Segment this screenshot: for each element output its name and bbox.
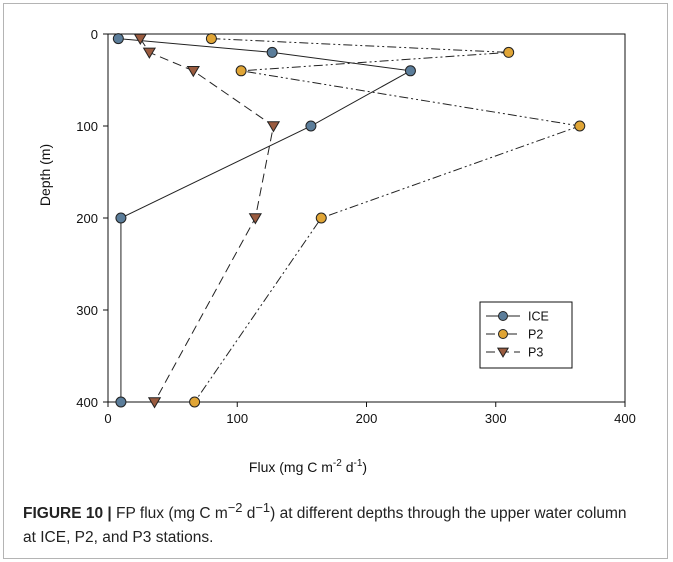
y-axis-label: Depth (m) <box>37 144 53 206</box>
x-axis-label-sup: -2 <box>333 458 342 469</box>
caption-text-a: FP flux (mg C m <box>111 505 228 523</box>
x-axis-label-part: ) <box>362 459 367 475</box>
data-point <box>186 65 200 78</box>
figure-caption: FIGURE 10 | FP flux (mg C m−2 d−1) at di… <box>23 496 643 550</box>
caption-sup-2: −1 <box>255 500 271 515</box>
x-tick-label: 100 <box>226 411 248 426</box>
series-layer <box>112 33 586 409</box>
series-line <box>118 38 413 402</box>
y-tick-label: 100 <box>76 119 98 134</box>
data-point <box>315 212 327 224</box>
x-tick-label: 200 <box>356 411 378 426</box>
x-axis-label-part: Flux (mg C m <box>249 459 333 475</box>
data-point <box>235 65 247 77</box>
y-tick-label: 200 <box>76 211 98 226</box>
data-point <box>133 33 147 46</box>
data-point <box>496 347 510 358</box>
data-point <box>147 397 162 409</box>
data-point <box>503 46 515 58</box>
plot-area: 0 100 200 300 400 0 100 200 300 400 <box>76 27 636 426</box>
series-line <box>194 38 580 403</box>
series-line <box>139 38 274 403</box>
data-point <box>574 120 586 132</box>
series-p3 <box>133 33 281 409</box>
y-tick-label: 400 <box>76 395 98 410</box>
legend-item: P2 <box>486 328 543 342</box>
x-tick-label: 300 <box>485 411 507 426</box>
legend-label: ICE <box>528 310 549 324</box>
x-axis-label-sup: -1 <box>354 458 363 469</box>
legend: ICE P2 P3 <box>479 301 573 369</box>
data-point <box>498 329 508 339</box>
legend-label: P3 <box>528 346 543 360</box>
data-point <box>248 213 262 225</box>
x-tick-label: 0 <box>104 411 111 426</box>
caption-figure-label: FIGURE 10 | <box>23 505 112 523</box>
figure-panel: 0 100 200 300 400 0 100 200 300 400 ICE P2 P3 Flux … <box>3 3 668 559</box>
legend-item: ICE <box>486 310 549 324</box>
series-ice <box>112 33 416 408</box>
x-tick-label: 400 <box>614 411 636 426</box>
data-point <box>498 311 508 321</box>
legend-item: P3 <box>486 346 543 360</box>
data-point <box>404 65 416 77</box>
caption-text-c: ) at different depths through the upper … <box>23 505 627 547</box>
data-point <box>189 396 201 408</box>
data-point <box>142 47 156 59</box>
legend-label: P2 <box>528 328 543 342</box>
data-point <box>205 33 217 45</box>
legend-box <box>479 301 573 369</box>
caption-sup-1: −2 <box>227 500 243 515</box>
y-tick-label: 300 <box>76 303 98 318</box>
caption-text-b: d <box>242 505 256 523</box>
data-point <box>305 120 317 132</box>
flux-depth-chart: 0 100 200 300 400 0 100 200 300 400 ICE P2 P3 Flux … <box>37 27 636 475</box>
data-point <box>115 396 127 408</box>
data-point <box>266 121 281 133</box>
data-point <box>112 33 124 45</box>
x-axis-label: Flux (mg C m-2 d-1) <box>249 458 367 475</box>
data-point <box>115 212 127 224</box>
series-p2 <box>189 33 586 408</box>
data-point <box>266 46 278 58</box>
y-tick-label: 0 <box>91 27 98 42</box>
x-axis-label-part: d <box>342 459 354 475</box>
